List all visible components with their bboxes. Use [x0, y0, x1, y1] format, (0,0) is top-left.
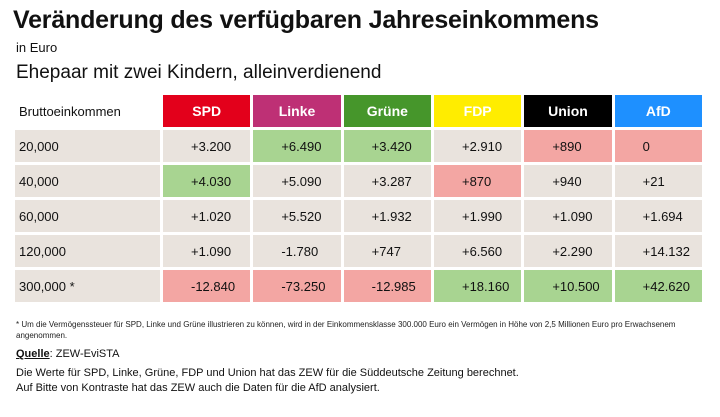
- table-row: 20,000 +3.200 +6.490 +3.420 +2.910 +890 0: [15, 130, 702, 162]
- table-row: 60,000 +1.020 +5.520 +1.932 +1.990 +1.090 +1.6…: [15, 200, 702, 232]
- value-cell: +21: [614, 165, 702, 197]
- value-cell: +870: [433, 165, 522, 197]
- value-cell: +1.090: [524, 200, 612, 232]
- source-label: Quelle: [16, 348, 50, 360]
- value-cell: +6.490: [253, 130, 341, 162]
- value-cell: +4.030: [163, 165, 251, 197]
- source-line: Quelle: ZEW-EviSTA: [16, 348, 120, 360]
- footnote: * Um die Vermögenssteuer für SPD, Linke …: [16, 320, 676, 340]
- party-header-union: Union: [524, 95, 612, 127]
- value-cell: +1.090: [163, 235, 251, 267]
- value-cell: -73.250: [253, 270, 341, 302]
- value-cell: +3.200: [163, 130, 251, 162]
- party-header-spd: SPD: [163, 95, 251, 127]
- unit-label: in Euro: [16, 40, 58, 55]
- income-cell: 300,000 *: [15, 270, 160, 302]
- value-cell: +18.160: [433, 270, 522, 302]
- party-header-fdp: FDP: [433, 95, 522, 127]
- value-cell: +2.290: [524, 235, 612, 267]
- value-cell: +940: [524, 165, 612, 197]
- party-header-gr-ne: Grüne: [343, 95, 431, 127]
- value-cell: +5.520: [253, 200, 341, 232]
- page-title: Veränderung des verfügbaren Jahreseinkom…: [13, 6, 599, 34]
- note-afd-analysis: Auf Bitte von Kontraste hat das ZEW auch…: [16, 382, 380, 394]
- source-value: : ZEW-EviSTA: [49, 348, 120, 360]
- value-cell: +14.132: [614, 235, 702, 267]
- value-cell: +890: [524, 130, 612, 162]
- page-subtitle: Ehepaar mit zwei Kindern, alleinverdiene…: [16, 62, 382, 83]
- value-cell: +10.500: [524, 270, 612, 302]
- table-row: 300,000 * -12.840 -73.250 -12.985 +18.160 +10…: [15, 270, 702, 302]
- value-cell: 0: [614, 130, 702, 162]
- value-cell: -1.780: [253, 235, 341, 267]
- value-cell: -12.840: [163, 270, 251, 302]
- income-table-container: Bruttoeinkommen SPD Linke Grüne FDP Union AfD…: [12, 92, 705, 305]
- value-cell: +1.990: [433, 200, 522, 232]
- note-zew-calculation: Die Werte für SPD, Linke, Grüne, FDP und…: [16, 367, 519, 379]
- value-cell: +1.694: [614, 200, 702, 232]
- value-cell: +1.932: [343, 200, 431, 232]
- row-header-label: Bruttoeinkommen: [15, 95, 160, 127]
- income-cell: 20,000: [15, 130, 160, 162]
- income-cell: 120,000: [15, 235, 160, 267]
- value-cell: +2.910: [433, 130, 522, 162]
- party-header-afd: AfD: [614, 95, 702, 127]
- value-cell: +6.560: [433, 235, 522, 267]
- value-cell: +747: [343, 235, 431, 267]
- table-row: 40,000 +4.030 +5.090 +3.287 +870 +940 +21: [15, 165, 702, 197]
- value-cell: -12.985: [343, 270, 431, 302]
- income-table: Bruttoeinkommen SPD Linke Grüne FDP Union AfD…: [12, 92, 705, 305]
- value-cell: +1.020: [163, 200, 251, 232]
- value-cell: +42.620: [614, 270, 702, 302]
- party-header-linke: Linke: [253, 95, 341, 127]
- table-body: 20,000 +3.200 +6.490 +3.420 +2.910 +890 0 40,00…: [15, 130, 702, 302]
- value-cell: +5.090: [253, 165, 341, 197]
- table-header-row: Bruttoeinkommen SPD Linke Grüne FDP Union AfD: [15, 95, 702, 127]
- value-cell: +3.287: [343, 165, 431, 197]
- table-row: 120,000 +1.090 -1.780 +747 +6.560 +2.290 +14.1…: [15, 235, 702, 267]
- income-cell: 40,000: [15, 165, 160, 197]
- income-cell: 60,000: [15, 200, 160, 232]
- value-cell: +3.420: [343, 130, 431, 162]
